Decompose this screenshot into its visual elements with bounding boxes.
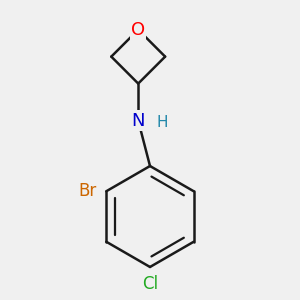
Text: N: N bbox=[131, 112, 145, 130]
Text: H: H bbox=[157, 115, 168, 130]
Text: Cl: Cl bbox=[142, 275, 158, 293]
Text: Br: Br bbox=[78, 182, 96, 200]
Text: O: O bbox=[131, 21, 145, 39]
